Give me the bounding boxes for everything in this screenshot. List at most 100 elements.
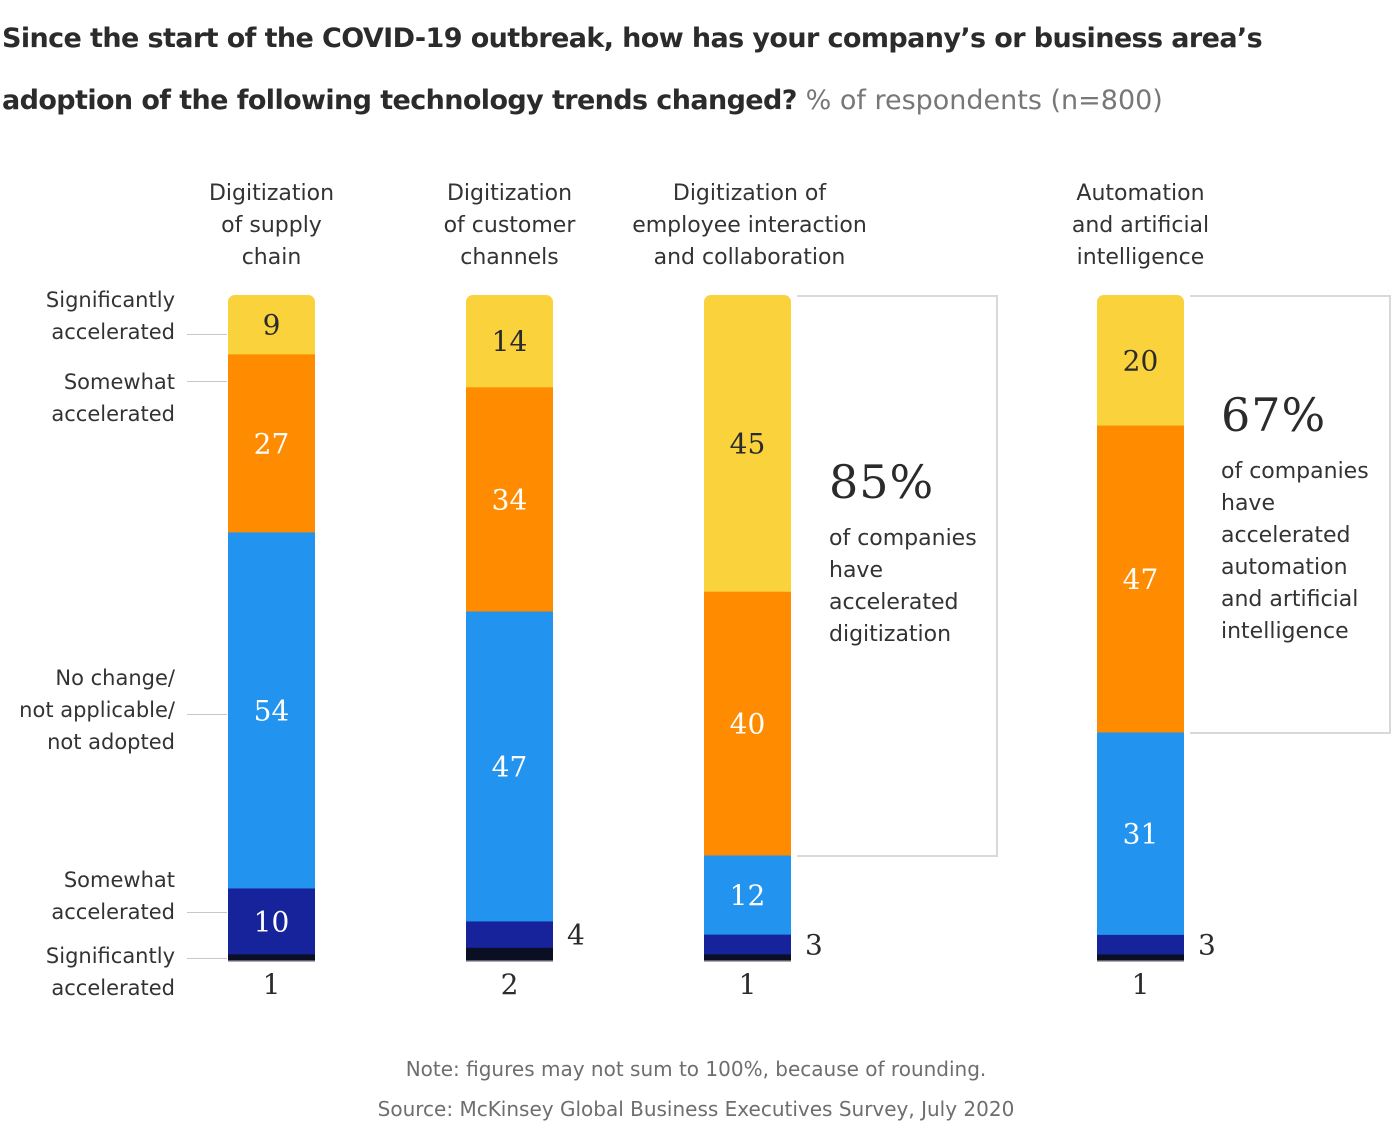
callout-description-line: of companies [1221,459,1369,484]
segment-label: Significantly accelerated [46,284,175,348]
callout-description-line: automation [1221,555,1348,580]
category-label-line: Digitization [208,181,335,206]
bar-value-label: 3 [1198,929,1216,962]
leader-line [187,912,227,913]
bar-segment [1097,732,1184,936]
bar-stack: 45 40 12 3 1 [704,295,823,1001]
callout-description-line: of companies [829,526,977,551]
bar-value-label: 10 [254,905,290,938]
leader-line [187,334,227,335]
bar-segment [466,295,553,388]
category-label-line: Digitization [446,181,573,206]
bar-value-label: 47 [1123,563,1159,596]
segment-label-line: accelerated [51,900,175,924]
bar-value-label: 1 [739,968,757,1001]
leader-line [187,381,227,382]
bar-segment [704,934,791,955]
chart-title-main: Since the start of the COVID-19 outbreak… [2,23,1263,116]
bar-value-label: 9 [263,309,281,342]
bar-stack: 14 34 47 4 2 [466,295,585,1001]
callout-description-line: accelerated [1221,523,1351,548]
callout-description: of companies have accelerated digitization [829,523,977,651]
bar-segment [704,591,791,856]
callout-description-line: accelerated [829,590,959,615]
category-label-line: and artificial [1071,213,1210,238]
segment-label-line: accelerated [51,320,175,344]
callout-bracket [797,295,998,858]
bar-segment [466,921,553,949]
callout-description-line: have [829,558,883,583]
segment-label-line: accelerated [51,976,175,1000]
bar-value-label: 4 [567,919,585,952]
category-label-line: intelligence [1076,245,1205,270]
bar-value-label: 14 [492,325,528,358]
bar-value-label: 34 [492,483,528,516]
segment-label-line: accelerated [51,402,175,426]
segment-label-line: not adopted [47,730,175,754]
bar-value-label: 31 [1123,818,1159,851]
bar-segment [1097,295,1184,427]
chart-subtitle: % of respondents (n=800) [805,85,1163,116]
bar-stack: 9 27 54 10 1 [228,295,315,1001]
callout-description: of companies have accelerated automation and… [1221,456,1369,648]
leader-line [187,714,227,715]
category-label-line: of customer [443,213,576,238]
callout-description-line: digitization [829,622,952,647]
callout-percentage: 85% [829,455,935,509]
bar-value-label: 45 [730,427,766,460]
category-label: Digitization of employee interaction and c… [610,178,890,274]
segment-label-line: Significantly [45,288,175,312]
bar-baseline [1097,960,1184,962]
category-label: Automation and artificial intelligence [1001,178,1281,274]
chart-title: Since the start of the COVID-19 outbreak… [2,8,1387,132]
bar-value-label: 1 [263,968,281,1001]
bar-value-label: 54 [254,694,290,727]
category-label-line: employee interaction [632,213,867,238]
footer-note: Note: figures may not sum to 100%, becau… [405,1057,987,1081]
bar-segment [1097,954,1184,961]
category-label-line: of supply [221,213,322,238]
bar-segment [704,855,791,936]
footer-source: Source: McKinsey Global Business Executi… [377,1097,1015,1121]
segment-label-line: Significantly [45,944,175,968]
segment-label-line: Somewhat [63,370,175,394]
segment-label: Somewhat accelerated [51,366,175,430]
segment-label: Significantly accelerated [46,940,175,1004]
category-label: Digitization of customer channels [370,178,650,274]
callout-percentage: 67% [1221,388,1327,442]
bar-segment [1097,934,1184,955]
bar-segment [228,354,315,533]
bar-value-label: 2 [501,968,519,1001]
category-label-line: Digitization of [672,181,827,206]
bar-segment [704,954,791,961]
bar-segment [228,888,315,955]
bar-baseline [704,960,791,962]
bar-segment [466,947,553,961]
segment-label-line: not applicable/ [19,698,175,722]
category-label-line: channels [460,245,559,270]
bar-value-label: 3 [805,929,823,962]
callout-description-line: and artificial [1221,587,1359,612]
category-label-line: chain [241,245,302,270]
bar-baseline [228,960,315,962]
segment-label-line: Somewhat [63,868,175,892]
bar-segment [704,295,791,593]
bar-segment [1097,425,1184,733]
bar-value-label: 27 [254,427,290,460]
category-label-line: Automation [1076,181,1205,206]
callout-description-line: intelligence [1221,619,1349,644]
category-label: Digitization of supply chain [132,178,412,274]
bar-segment [466,387,553,613]
bar-value-label: 47 [492,750,528,783]
bar-value-label: 20 [1123,344,1159,377]
segment-label: Somewhat accelerated [51,864,175,928]
bar-value-label: 12 [730,879,766,912]
bar-segment [228,532,315,889]
leader-line [187,958,227,959]
bar-segment [466,611,553,922]
bar-segment [228,954,315,961]
bar-baseline [466,960,553,962]
category-label-line: and collaboration [653,245,846,270]
